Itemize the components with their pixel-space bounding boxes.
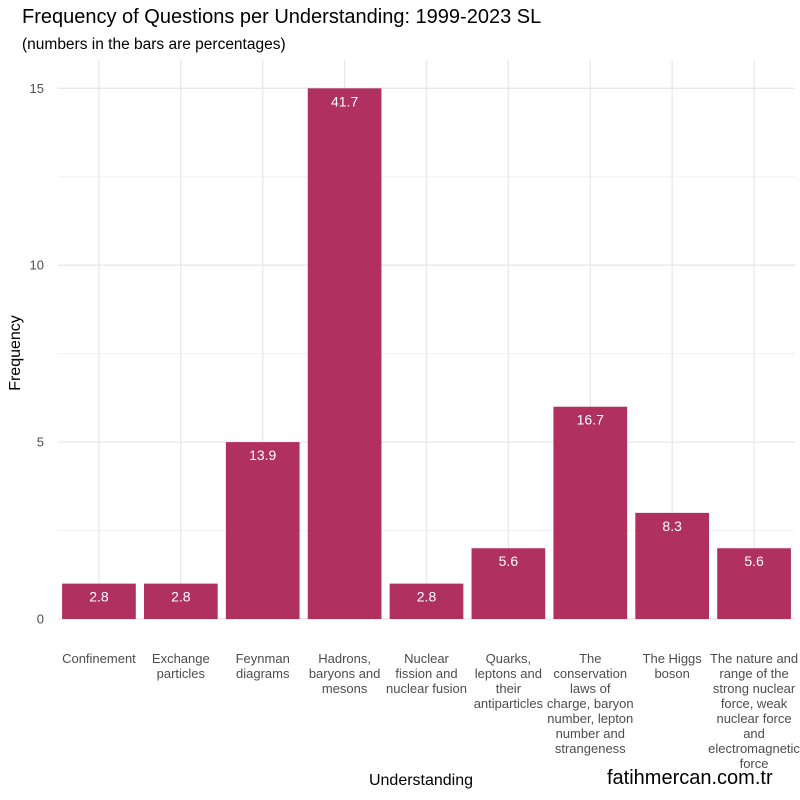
x-tick-label-line: The nature and [710, 651, 798, 666]
y-tick-label: 10 [30, 258, 44, 273]
x-tick-label-line: antiparticles [474, 696, 544, 711]
x-tick-label-line: range of the [719, 666, 788, 681]
bar-label: 16.7 [577, 412, 604, 428]
bar-labels: 2.8 2.8 13.9 41.7 2.8 5.6 16.7 8.3 5.6 [89, 93, 764, 604]
x-tick-label-line: baryons and [309, 666, 381, 681]
bar-label: 41.7 [331, 93, 358, 109]
y-tick-label: 0 [37, 612, 44, 627]
x-axis-label: Understanding [368, 772, 474, 789]
x-tick-labels: Confinement Exchange particles Feynman diagr… [62, 651, 800, 771]
bar-label: 13.9 [249, 447, 276, 463]
x-tick-label: Exchange particles [152, 651, 210, 681]
x-tick-label: Feynman diagrams [236, 651, 290, 681]
bars [62, 88, 791, 620]
bar-label: 8.3 [662, 518, 682, 534]
x-tick-label-line: electromagnetic [708, 741, 800, 756]
bar [471, 548, 546, 619]
x-tick-label-line: conservation [553, 666, 627, 681]
x-tick-label-line: laws of [570, 681, 611, 696]
chart-subtitle: (numbers in the bars are percentages) [22, 36, 286, 53]
x-tick-label-line: Nuclear [404, 651, 449, 666]
x-tick-label-line: Exchange [152, 651, 210, 666]
x-tick-label-line: number, lepton [547, 711, 633, 726]
x-tick-label: The conservation laws of charge, baryon numb… [547, 651, 634, 756]
x-tick-label: Hadrons, baryons and mesons [309, 651, 381, 696]
bar [553, 406, 628, 619]
y-tick-labels: 0 5 10 15 [30, 81, 44, 627]
x-tick-label-line: strangeness [555, 741, 626, 756]
bar [307, 88, 382, 620]
x-tick-label-line: fission and [395, 666, 457, 681]
bar [225, 442, 300, 619]
x-tick-label: The nature and range of the strong nuclear… [708, 651, 800, 771]
x-tick-label-line: boson [654, 666, 689, 681]
bar [635, 512, 710, 619]
x-tick-label-line: Hadrons, [318, 651, 371, 666]
x-tick-label-line: The Higgs [643, 651, 703, 666]
bar-label: 5.6 [499, 553, 519, 569]
bar-label: 2.8 [171, 589, 191, 605]
bar [389, 583, 464, 619]
x-tick-label-line: and [743, 726, 765, 741]
y-tick-label: 15 [30, 81, 44, 96]
x-tick-label-line: charge, baryon [547, 696, 634, 711]
x-tick-label-line: diagrams [236, 666, 290, 681]
x-tick-label-line: strong nuclear [713, 681, 796, 696]
x-tick-label-line: The [579, 651, 601, 666]
x-tick-label-line: force, weak [721, 696, 788, 711]
site-credit: fatihmercan.com.tr [607, 767, 773, 789]
bar-label: 2.8 [89, 589, 109, 605]
x-tick-label-line: particles [157, 666, 206, 681]
x-tick-label-line: mesons [322, 681, 368, 696]
bar [62, 583, 136, 619]
x-tick-label-line: force [740, 756, 769, 771]
bar [143, 583, 218, 619]
x-tick-label-line: number and [556, 726, 625, 741]
bar [717, 548, 791, 619]
x-tick-label: Nuclear fission and nuclear fusion [386, 651, 467, 696]
x-tick-label-line: nuclear fusion [386, 681, 467, 696]
x-tick-label: Quarks, leptons and their antiparticles [474, 651, 544, 711]
x-tick-label-line: Confinement [62, 651, 136, 666]
x-tick-label: The Higgs boson [643, 651, 703, 681]
x-tick-label-line: their [496, 681, 522, 696]
bar-label: 5.6 [744, 553, 764, 569]
chart-title: Frequency of Questions per Understanding… [22, 6, 542, 28]
x-tick-label-line: nuclear force [716, 711, 791, 726]
x-tick-label-line: Feynman [236, 651, 290, 666]
x-tick-label-line: leptons and [475, 666, 542, 681]
x-tick-label-line: Quarks, [486, 651, 532, 666]
y-tick-label: 5 [37, 435, 44, 450]
bar-label: 2.8 [417, 589, 437, 605]
x-tick-label: Confinement [62, 651, 136, 666]
